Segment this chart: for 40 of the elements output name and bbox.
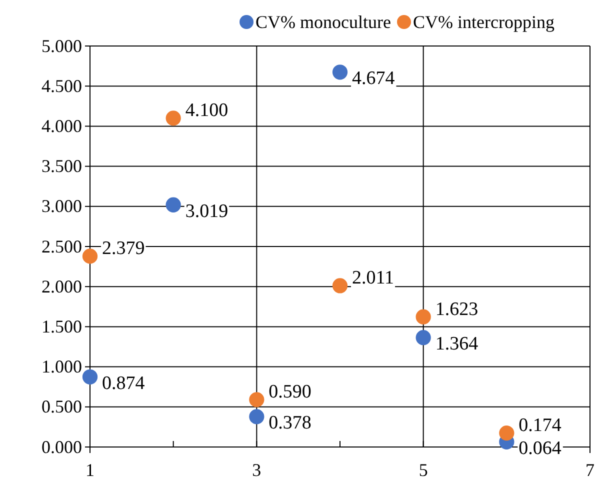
point	[166, 197, 181, 212]
y-tick-label: 1.000	[42, 356, 82, 377]
data-label: 4.674	[352, 68, 396, 90]
point	[416, 309, 431, 324]
y-tick-label: 2.000	[42, 276, 82, 296]
y-tick-label: 3.500	[42, 156, 82, 176]
data-label: 0.064	[518, 438, 562, 459]
legend-label: CV% monoculture	[256, 12, 392, 32]
data-label: 1.623	[435, 298, 478, 320]
data-label: 0.874	[102, 372, 146, 394]
point	[499, 425, 514, 441]
point	[249, 409, 264, 424]
y-tick-label: 0.000	[42, 436, 82, 457]
y-tick-label: 3.000	[42, 196, 82, 216]
data-label: 3.019	[185, 200, 228, 222]
data-label: 0.174	[518, 415, 562, 436]
data-label: 1.364	[435, 334, 479, 355]
data-label: 2.011	[352, 268, 394, 289]
data-label: 4.100	[185, 100, 228, 122]
point	[332, 278, 348, 294]
x-tick-label: 7	[586, 460, 594, 480]
data-label: 2.379	[102, 238, 145, 260]
point	[249, 392, 264, 408]
point	[416, 330, 431, 346]
y-tick-label: 5.000	[42, 36, 82, 56]
y-tick-label: 4.500	[42, 76, 82, 96]
y-tick-label: 0.500	[42, 396, 82, 417]
data-label: 0.378	[268, 412, 312, 434]
y-tick-label: 2.500	[42, 236, 82, 256]
data-label: 0.590	[268, 382, 312, 403]
x-tick-label: 3	[252, 460, 262, 480]
y-tick-label: 1.500	[42, 316, 82, 336]
legend-label: CV% intercropping	[413, 12, 554, 32]
point	[82, 369, 98, 384]
x-tick-label: 1	[86, 460, 94, 480]
point	[332, 64, 348, 80]
x-tick-label: 5	[418, 460, 428, 480]
point	[82, 248, 98, 264]
y-tick-label: 4.000	[42, 116, 82, 136]
point	[166, 110, 181, 126]
